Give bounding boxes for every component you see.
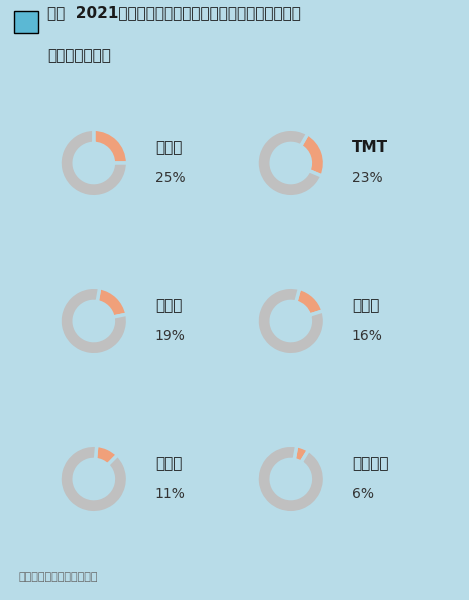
Wedge shape [257, 287, 325, 355]
Wedge shape [296, 289, 323, 315]
Text: 19%: 19% [155, 329, 186, 343]
Text: 25%: 25% [155, 171, 185, 185]
Wedge shape [94, 129, 128, 163]
Text: 图：  2021年千灯湖商务区甲级写字楼行业租赁成交情况: 图： 2021年千灯湖商务区甲级写字楼行业租赁成交情况 [47, 5, 301, 20]
Wedge shape [60, 129, 128, 197]
Wedge shape [60, 445, 128, 513]
Wedge shape [97, 288, 127, 317]
Wedge shape [294, 446, 309, 463]
Wedge shape [257, 129, 322, 197]
Text: 金融业: 金融业 [155, 457, 182, 472]
Wedge shape [60, 287, 128, 355]
Text: 23%: 23% [352, 171, 382, 185]
Text: 房地产: 房地产 [155, 140, 182, 155]
Text: 11%: 11% [155, 487, 186, 501]
Text: 数据来源：戴德梁行研究部: 数据来源：戴德梁行研究部 [19, 572, 98, 582]
Text: 制造业: 制造业 [352, 298, 379, 313]
Text: 专业服务: 专业服务 [352, 457, 388, 472]
Text: 6%: 6% [352, 487, 374, 501]
Wedge shape [96, 445, 118, 465]
Text: （按面积计算）: （按面积计算） [47, 48, 111, 63]
Text: 16%: 16% [352, 329, 383, 343]
Text: TMT: TMT [352, 140, 388, 155]
Wedge shape [257, 445, 325, 513]
Text: 建筑业: 建筑业 [155, 298, 182, 313]
Wedge shape [301, 134, 325, 176]
FancyBboxPatch shape [14, 11, 38, 32]
